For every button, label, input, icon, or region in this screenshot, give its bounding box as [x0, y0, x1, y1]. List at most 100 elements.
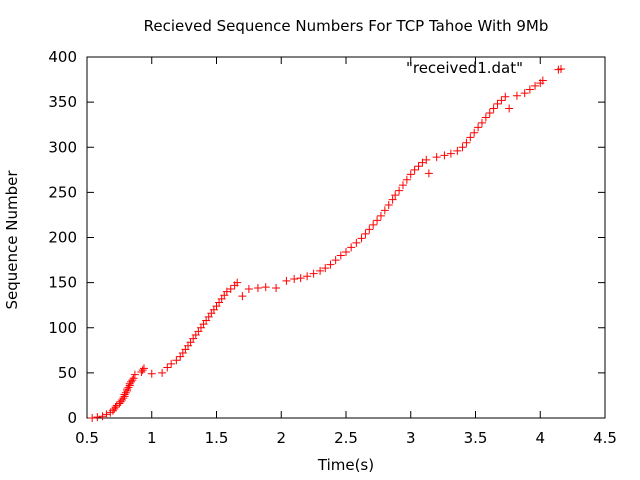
data-point	[402, 175, 411, 184]
data-point	[88, 414, 97, 422]
data-point	[485, 108, 494, 117]
data-point	[124, 383, 133, 392]
x-tick-label: 4.5	[593, 429, 617, 447]
data-point	[369, 220, 378, 229]
data-point	[303, 272, 312, 281]
data-point	[462, 138, 471, 147]
data-point	[384, 201, 393, 210]
data-point	[505, 104, 514, 113]
data-point	[470, 128, 479, 137]
data-point	[128, 376, 137, 385]
data-point	[309, 269, 318, 278]
data-point	[102, 410, 111, 419]
x-tick-label: 3.5	[464, 429, 488, 447]
data-point	[414, 162, 423, 171]
data-point	[525, 85, 534, 94]
data-point	[422, 155, 431, 164]
y-tick-label: 200	[48, 229, 77, 247]
data-point	[238, 292, 247, 301]
y-tick-label: 400	[48, 48, 77, 66]
y-tick-label: 300	[48, 138, 77, 156]
data-point	[138, 366, 147, 375]
y-tick-label: 150	[48, 274, 77, 292]
data-point	[357, 234, 366, 243]
x-tick-label: 2	[276, 429, 286, 447]
x-axis-label: Time(s)	[317, 456, 374, 474]
data-point	[380, 206, 389, 215]
x-tick-label: 0.5	[75, 429, 99, 447]
data-series	[88, 65, 563, 422]
x-tick-label: 4	[535, 429, 545, 447]
data-point	[129, 374, 138, 383]
data-point	[538, 76, 547, 85]
data-point	[282, 276, 291, 285]
data-point	[316, 266, 325, 275]
data-point	[147, 369, 156, 378]
data-point	[453, 146, 462, 155]
data-point	[365, 225, 374, 234]
x-tick-label: 1	[147, 429, 157, 447]
data-point	[361, 229, 370, 238]
data-point	[167, 359, 176, 368]
data-point	[446, 149, 455, 158]
data-point	[158, 368, 167, 377]
data-point	[520, 89, 529, 98]
data-point	[376, 211, 385, 220]
y-axis: 0 50 100 150 200 250 300 350 400	[48, 48, 605, 427]
data-point	[501, 92, 510, 101]
data-point	[458, 143, 467, 152]
data-point	[244, 284, 253, 293]
data-point	[424, 169, 433, 178]
x-tick-label: 2.5	[334, 429, 358, 447]
data-point	[477, 118, 486, 127]
data-point	[233, 278, 242, 287]
y-tick-label: 50	[58, 364, 77, 382]
y-tick-label: 250	[48, 183, 77, 201]
data-point	[373, 216, 382, 225]
data-point	[111, 403, 120, 412]
data-point	[272, 284, 281, 293]
data-point	[410, 165, 419, 174]
legend-label: "received1.dat"	[406, 59, 523, 77]
x-tick-label: 3	[406, 429, 416, 447]
data-point	[395, 186, 404, 195]
data-point	[93, 413, 102, 422]
data-point	[512, 91, 521, 100]
data-point	[398, 181, 407, 190]
data-point	[290, 275, 299, 284]
data-point	[172, 356, 181, 365]
data-point	[139, 364, 148, 373]
y-tick-label: 100	[48, 319, 77, 337]
data-point	[130, 370, 139, 379]
data-point	[336, 251, 345, 260]
data-point	[342, 247, 350, 256]
data-point	[347, 243, 356, 252]
plot-frame	[86, 56, 606, 419]
data-point	[489, 104, 498, 113]
data-point	[391, 191, 400, 200]
data-point	[432, 153, 441, 162]
data-point	[98, 412, 107, 421]
data-point	[163, 363, 172, 372]
data-point	[226, 284, 235, 293]
data-point	[466, 133, 475, 142]
data-point	[296, 274, 305, 283]
legend-marker	[557, 65, 565, 73]
data-point	[493, 99, 502, 108]
data-point	[474, 123, 483, 132]
chart-title: Recieved Sequence Numbers For TCP Tahoe …	[144, 17, 549, 35]
y-tick-label: 350	[48, 93, 77, 111]
data-point	[261, 283, 270, 292]
data-point	[119, 394, 128, 403]
data-point	[321, 264, 330, 273]
data-point	[121, 388, 130, 397]
data-point	[326, 260, 335, 269]
legend-marker-symbol	[557, 65, 565, 73]
data-point	[253, 284, 262, 293]
y-tick-label: 0	[67, 409, 77, 427]
data-point	[352, 238, 361, 247]
data-point	[440, 151, 449, 160]
data-point	[481, 113, 490, 122]
data-point	[531, 81, 540, 90]
